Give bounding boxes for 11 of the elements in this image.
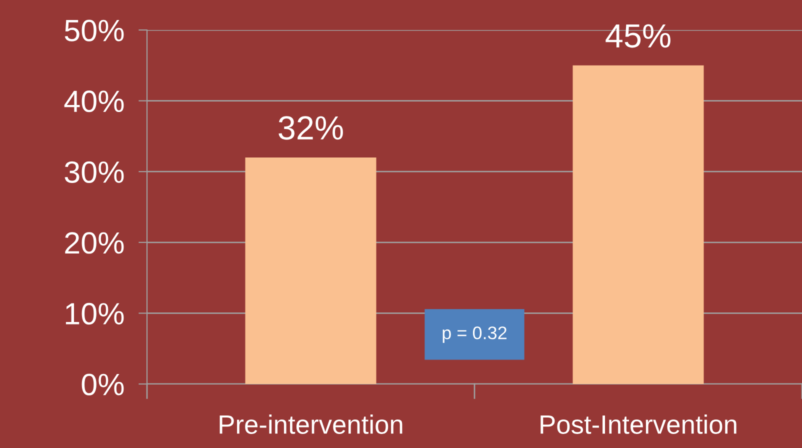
y-tick-label: 0%: [82, 374, 124, 396]
y-tick-label: 40%: [64, 90, 124, 112]
data-label: 32%: [278, 116, 343, 140]
annotation: p = 0.32: [442, 326, 506, 343]
x-tick-label: Pre-intervention: [220, 414, 402, 434]
y-tick-label: 10%: [66, 302, 124, 325]
y-tick-label: 20%: [65, 232, 124, 254]
y-tick-label: 50%: [64, 20, 124, 42]
x-tick-label: Post-Intervention: [540, 414, 736, 434]
y-tick-label: 30%: [64, 161, 124, 183]
data-label: 45%: [606, 24, 670, 48]
